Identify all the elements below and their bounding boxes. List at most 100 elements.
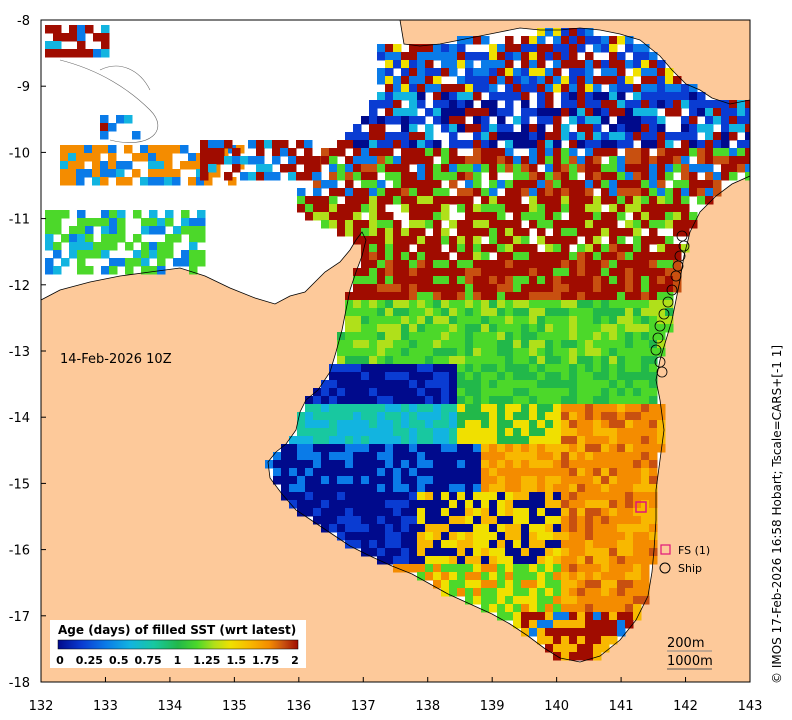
sst-pixel bbox=[449, 116, 458, 125]
sst-pixel bbox=[521, 116, 530, 125]
sst-pixel bbox=[473, 564, 482, 573]
sst-pixel bbox=[529, 36, 538, 45]
sst-pixel bbox=[45, 258, 54, 267]
y-tick-label: -17 bbox=[9, 610, 30, 625]
sst-pixel bbox=[561, 156, 570, 165]
sst-pixel bbox=[649, 364, 658, 373]
sst-pixel bbox=[537, 412, 546, 421]
sst-pixel bbox=[513, 500, 522, 509]
sst-pixel bbox=[641, 564, 650, 573]
sst-pixel bbox=[553, 516, 562, 525]
sst-pixel bbox=[553, 132, 562, 141]
sst-pixel bbox=[425, 308, 434, 317]
sst-pixel bbox=[521, 164, 530, 173]
x-tick-label: 140 bbox=[544, 699, 569, 714]
sst-pixel bbox=[433, 484, 442, 493]
sst-pixel bbox=[625, 548, 634, 557]
sst-pixel bbox=[553, 148, 562, 157]
sst-pixel bbox=[353, 492, 362, 501]
sst-pixel bbox=[297, 204, 306, 213]
sst-pixel bbox=[577, 340, 586, 349]
sst-pixel bbox=[385, 516, 394, 525]
sst-pixel bbox=[345, 172, 354, 181]
sst-pixel bbox=[409, 532, 418, 541]
sst-pixel bbox=[329, 180, 338, 189]
sst-pixel bbox=[457, 164, 466, 173]
sst-pixel bbox=[601, 116, 610, 125]
sst-pixel bbox=[545, 476, 554, 485]
x-tick-label: 136 bbox=[286, 699, 311, 714]
sst-pixel bbox=[441, 476, 450, 485]
sst-pixel bbox=[497, 52, 506, 61]
sst-pixel bbox=[377, 180, 386, 189]
sst-pixel bbox=[337, 452, 346, 461]
sst-pixel bbox=[577, 108, 586, 117]
sst-pixel bbox=[609, 532, 618, 541]
sst-pixel bbox=[537, 516, 546, 525]
sst-pixel bbox=[513, 340, 522, 349]
sst-pixel bbox=[417, 220, 426, 229]
sst-pixel bbox=[53, 242, 62, 251]
sst-pixel bbox=[617, 572, 626, 581]
sst-pixel bbox=[585, 348, 594, 357]
sst-pixel bbox=[569, 500, 578, 509]
sst-pixel bbox=[417, 428, 426, 437]
sst-pixel bbox=[385, 116, 394, 125]
sst-pixel bbox=[425, 196, 434, 205]
sst-pixel bbox=[609, 572, 618, 581]
sst-pixel bbox=[569, 340, 578, 349]
sst-pixel bbox=[385, 308, 394, 317]
sst-pixel bbox=[577, 532, 586, 541]
sst-pixel bbox=[609, 484, 618, 493]
sst-pixel bbox=[609, 412, 618, 421]
sst-pixel bbox=[609, 356, 618, 365]
sst-pixel bbox=[649, 84, 658, 93]
sst-pixel bbox=[457, 156, 466, 165]
sst-pixel bbox=[521, 516, 530, 525]
sst-pixel bbox=[385, 500, 394, 509]
sst-pixel bbox=[657, 212, 666, 221]
sst-pixel bbox=[108, 123, 117, 132]
sst-pixel bbox=[745, 124, 750, 133]
sst-pixel bbox=[569, 596, 578, 605]
sst-pixel bbox=[593, 436, 602, 445]
sst-pixel bbox=[553, 348, 562, 357]
sst-pixel bbox=[457, 172, 466, 181]
sst-pixel bbox=[393, 508, 402, 517]
sst-pixel bbox=[521, 588, 530, 597]
sst-pixel bbox=[85, 25, 94, 34]
sst-pixel bbox=[593, 332, 602, 341]
sst-pixel bbox=[441, 308, 450, 317]
sst-pixel bbox=[449, 236, 458, 245]
sst-pixel bbox=[377, 468, 386, 477]
sst-pixel bbox=[361, 308, 370, 317]
sst-pixel bbox=[729, 124, 738, 133]
sst-pixel bbox=[457, 308, 466, 317]
sst-pixel bbox=[593, 100, 602, 109]
sst-pixel bbox=[649, 100, 658, 109]
sst-pixel bbox=[689, 148, 698, 157]
sst-pixel bbox=[109, 234, 118, 243]
sst-pixel bbox=[101, 33, 110, 42]
sst-pixel bbox=[337, 356, 346, 365]
sst-pixel bbox=[585, 164, 594, 173]
sst-pixel bbox=[689, 116, 698, 125]
sst-pixel bbox=[401, 444, 410, 453]
sst-pixel bbox=[449, 276, 458, 285]
sst-pixel bbox=[321, 500, 330, 509]
sst-pixel bbox=[609, 228, 618, 237]
sst-pixel bbox=[601, 388, 610, 397]
sst-pixel bbox=[481, 84, 490, 93]
sst-pixel bbox=[529, 156, 538, 165]
sst-pixel bbox=[657, 340, 666, 349]
sst-pixel bbox=[569, 252, 578, 261]
sst-pixel bbox=[601, 492, 610, 501]
sst-pixel bbox=[208, 148, 217, 157]
sst-pixel bbox=[489, 548, 498, 557]
sst-pixel bbox=[609, 580, 618, 589]
sst-pixel bbox=[465, 356, 474, 365]
sst-pixel bbox=[224, 140, 233, 149]
sst-pixel bbox=[385, 428, 394, 437]
sst-pixel bbox=[585, 220, 594, 229]
sst-pixel bbox=[593, 316, 602, 325]
